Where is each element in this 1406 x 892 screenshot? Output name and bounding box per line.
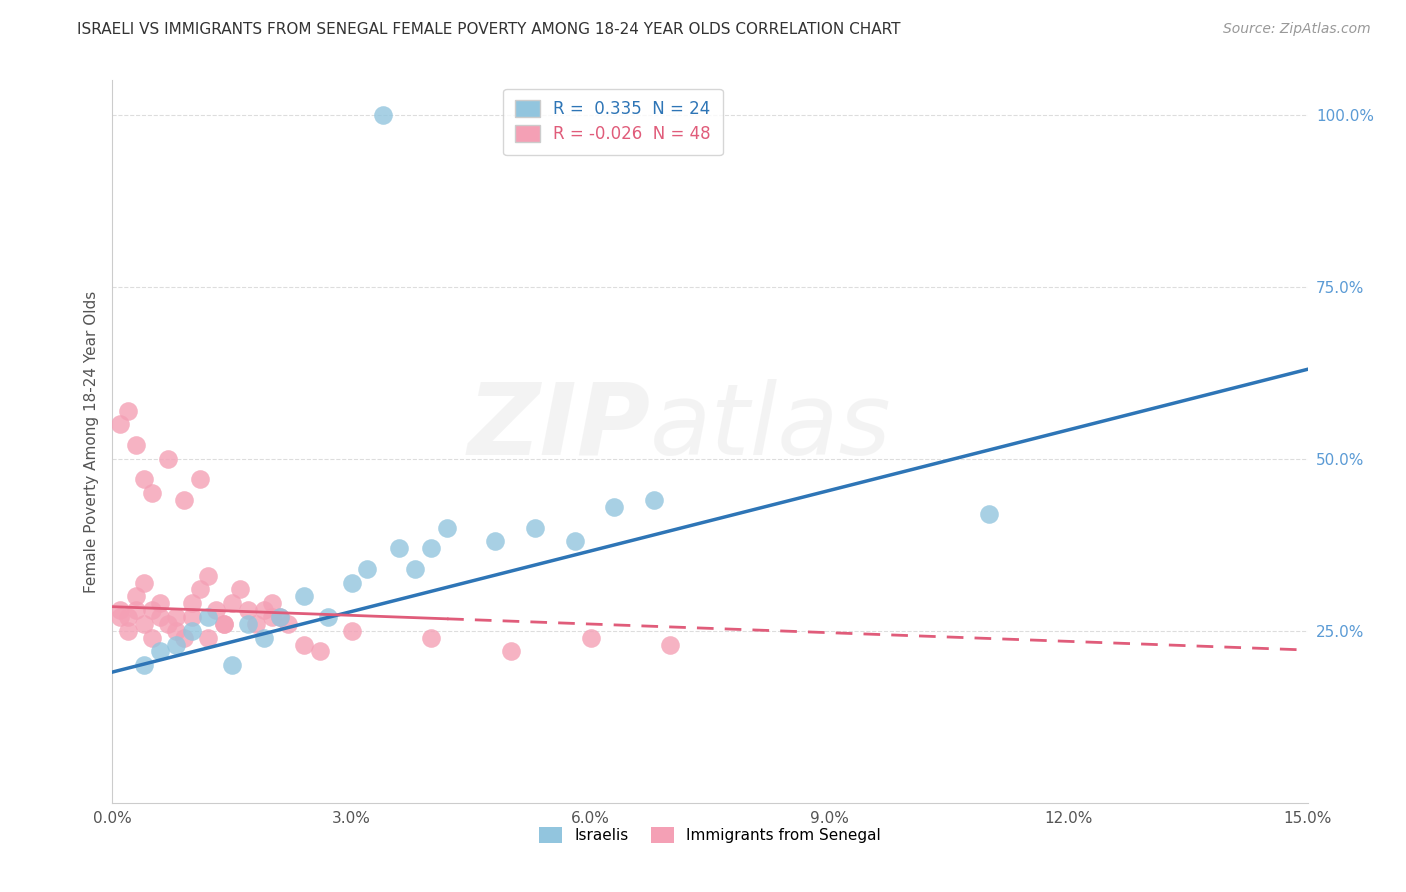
Point [269, 610, 291, 624]
Point [388, 541, 411, 556]
Point [269, 610, 291, 624]
Point [373, 108, 395, 122]
Text: ZIP: ZIP [467, 378, 651, 475]
Point [236, 616, 259, 631]
Legend: Israelis, Immigrants from Senegal: Israelis, Immigrants from Senegal [533, 822, 887, 849]
Point [141, 603, 163, 617]
Point [173, 631, 195, 645]
Point [564, 534, 586, 549]
Y-axis label: Female Poverty Among 18-24 Year Olds: Female Poverty Among 18-24 Year Olds [83, 291, 98, 592]
Point [221, 596, 243, 610]
Point [197, 631, 219, 645]
Point [523, 520, 546, 534]
Point [229, 582, 252, 597]
Point [173, 493, 195, 508]
Point [181, 624, 204, 638]
Point [197, 568, 219, 582]
Point [181, 596, 204, 610]
Point [260, 610, 283, 624]
Point [260, 596, 283, 610]
Point [149, 644, 172, 658]
Point [188, 472, 211, 486]
Point [197, 610, 219, 624]
Point [165, 610, 187, 624]
Point [149, 596, 172, 610]
Point [134, 658, 156, 673]
Point [125, 590, 148, 604]
Point [643, 493, 665, 508]
Point [420, 541, 443, 556]
Point [125, 438, 148, 452]
Point [404, 562, 426, 576]
Point [308, 644, 330, 658]
Point [212, 616, 235, 631]
Point [245, 616, 267, 631]
Point [157, 616, 180, 631]
Point [165, 638, 187, 652]
Point [977, 507, 1000, 521]
Point [110, 417, 132, 432]
Point [340, 624, 363, 638]
Point [110, 603, 132, 617]
Point [181, 610, 204, 624]
Point [253, 631, 276, 645]
Point [659, 638, 682, 652]
Point [165, 624, 187, 638]
Point [141, 486, 163, 500]
Point [292, 590, 315, 604]
Point [125, 603, 148, 617]
Text: atlas: atlas [651, 378, 891, 475]
Point [110, 610, 132, 624]
Point [212, 616, 235, 631]
Point [205, 603, 228, 617]
Point [277, 616, 299, 631]
Point [141, 631, 163, 645]
Point [134, 575, 156, 590]
Point [499, 644, 522, 658]
Point [188, 582, 211, 597]
Point [134, 616, 156, 631]
Point [134, 472, 156, 486]
Point [117, 403, 139, 417]
Point [579, 631, 602, 645]
Point [149, 610, 172, 624]
Point [484, 534, 506, 549]
Point [316, 610, 339, 624]
Point [221, 658, 243, 673]
Text: Source: ZipAtlas.com: Source: ZipAtlas.com [1223, 22, 1371, 37]
Point [253, 603, 276, 617]
Point [603, 500, 626, 514]
Text: ISRAELI VS IMMIGRANTS FROM SENEGAL FEMALE POVERTY AMONG 18-24 YEAR OLDS CORRELAT: ISRAELI VS IMMIGRANTS FROM SENEGAL FEMAL… [77, 22, 901, 37]
Point [117, 624, 139, 638]
Point [292, 638, 315, 652]
Point [117, 610, 139, 624]
Point [420, 631, 443, 645]
Point [436, 520, 458, 534]
Point [157, 451, 180, 466]
Point [356, 562, 378, 576]
Point [340, 575, 363, 590]
Point [236, 603, 259, 617]
